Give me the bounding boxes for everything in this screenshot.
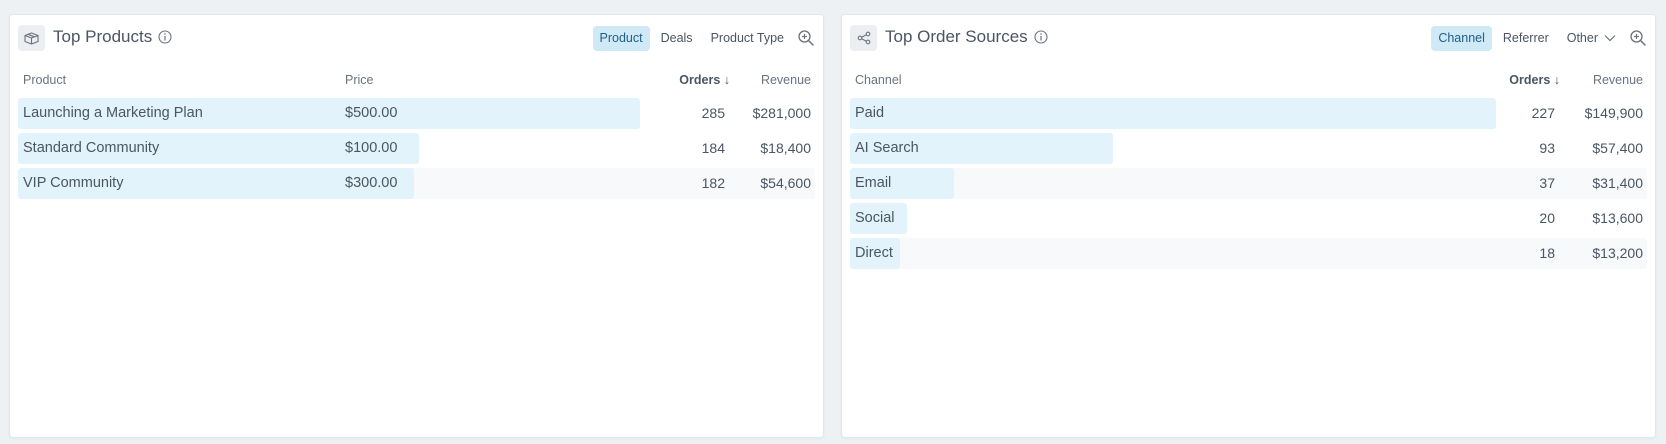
share-bar	[850, 238, 901, 269]
table-row[interactable]: VIP Community $300.00 182 $54,600	[18, 168, 815, 199]
top-order-sources-header: Top Order Sources Channel Referrer Other	[850, 25, 1647, 51]
share-bar	[850, 168, 955, 199]
share-bar	[18, 98, 640, 129]
product-price: $500.00	[345, 105, 398, 121]
product-orders: 182	[701, 175, 725, 191]
page-title: Top Order Sources	[885, 26, 1048, 48]
product-name: Launching a Marketing Plan	[23, 105, 203, 121]
info-icon[interactable]	[158, 30, 172, 44]
product-orders: 285	[701, 105, 725, 121]
channel-revenue: $31,400	[1592, 175, 1643, 191]
channel-name: Paid	[855, 105, 885, 121]
table-header: Product Price Orders ↓ Revenue	[18, 73, 815, 91]
column-header-channel[interactable]: Channel	[855, 73, 902, 87]
column-header-product[interactable]: Product	[23, 73, 67, 87]
channel-revenue: $13,200	[1592, 245, 1643, 261]
column-header-orders[interactable]: Orders ↓	[1509, 73, 1560, 87]
product-price: $300.00	[345, 175, 398, 191]
share-bar	[850, 98, 1496, 129]
tab-referrer[interactable]: Referrer	[1502, 30, 1549, 45]
top-products-title: Top Products	[53, 27, 153, 46]
tab-deals[interactable]: Deals	[660, 30, 693, 45]
channel-orders: 20	[1539, 210, 1555, 226]
product-revenue: $54,600	[760, 175, 811, 191]
top-products-header: Top Products Product Deals Product Type	[18, 25, 815, 51]
table-row[interactable]: Standard Community $100.00 184 $18,400	[18, 133, 815, 164]
column-header-revenue[interactable]: Revenue	[760, 73, 811, 87]
table-header: Channel Orders ↓ Revenue	[850, 73, 1647, 91]
channel-name: Direct	[855, 245, 893, 261]
tab-other-label: Other	[1566, 30, 1598, 45]
channel-revenue: $57,400	[1592, 140, 1643, 156]
top-products-card: Top Products Product Deals Product Type …	[9, 14, 824, 438]
channel-orders: 93	[1539, 140, 1555, 156]
channel-revenue: $13,600	[1592, 210, 1643, 226]
table-row[interactable]: Email 37 $31,400	[850, 168, 1647, 199]
tab-channel[interactable]: Channel	[1431, 25, 1492, 51]
sources-table: Paid 227 $149,900 AI Search 93 $57,400 E…	[850, 98, 1647, 273]
top-order-sources-title: Top Order Sources	[885, 27, 1028, 46]
table-row[interactable]: Direct 18 $13,200	[850, 238, 1647, 269]
product-price: $100.00	[345, 140, 398, 156]
column-header-revenue[interactable]: Revenue	[1592, 73, 1643, 87]
table-row[interactable]: Paid 227 $149,900	[850, 98, 1647, 129]
tab-product-type[interactable]: Product Type	[710, 30, 784, 45]
channel-name: AI Search	[855, 140, 919, 156]
tab-other-dropdown[interactable]: Other	[1560, 26, 1623, 51]
channel-orders: 227	[1531, 105, 1555, 121]
share-bar	[850, 203, 907, 234]
channel-name: Social	[855, 210, 895, 226]
product-revenue: $281,000	[752, 105, 811, 121]
product-name: Standard Community	[23, 140, 160, 156]
tab-product[interactable]: Product	[592, 25, 650, 51]
product-revenue: $18,400	[760, 140, 811, 156]
table-row[interactable]: AI Search 93 $57,400	[850, 133, 1647, 164]
product-name: VIP Community	[23, 175, 124, 191]
column-header-price[interactable]: Price	[345, 73, 374, 87]
column-header-orders[interactable]: Orders ↓	[679, 73, 730, 87]
sources-tabs: Channel Referrer Other	[1431, 25, 1647, 51]
share-bar	[18, 168, 415, 199]
table-row[interactable]: Launching a Marketing Plan $500.00 285 $…	[18, 98, 815, 129]
share-bar	[18, 133, 419, 164]
page-title: Top Products	[53, 26, 172, 48]
table-row[interactable]: Social 20 $13,600	[850, 203, 1647, 234]
channel-orders: 37	[1539, 175, 1555, 191]
channel-name: Email	[855, 175, 892, 191]
share-bar	[850, 133, 1113, 164]
info-icon[interactable]	[1034, 30, 1048, 44]
zoom-in-icon[interactable]	[797, 29, 815, 47]
channel-orders: 18	[1539, 245, 1555, 261]
channel-revenue: $149,900	[1584, 105, 1643, 121]
top-order-sources-card: Top Order Sources Channel Referrer Other…	[841, 14, 1656, 438]
products-tabs: Product Deals Product Type	[592, 25, 816, 51]
box-icon	[18, 25, 45, 51]
product-orders: 184	[701, 140, 725, 156]
products-table: Launching a Marketing Plan $500.00 285 $…	[18, 98, 815, 203]
share-icon	[850, 25, 877, 51]
zoom-in-icon[interactable]	[1629, 29, 1647, 47]
chevron-down-icon	[1604, 35, 1616, 42]
